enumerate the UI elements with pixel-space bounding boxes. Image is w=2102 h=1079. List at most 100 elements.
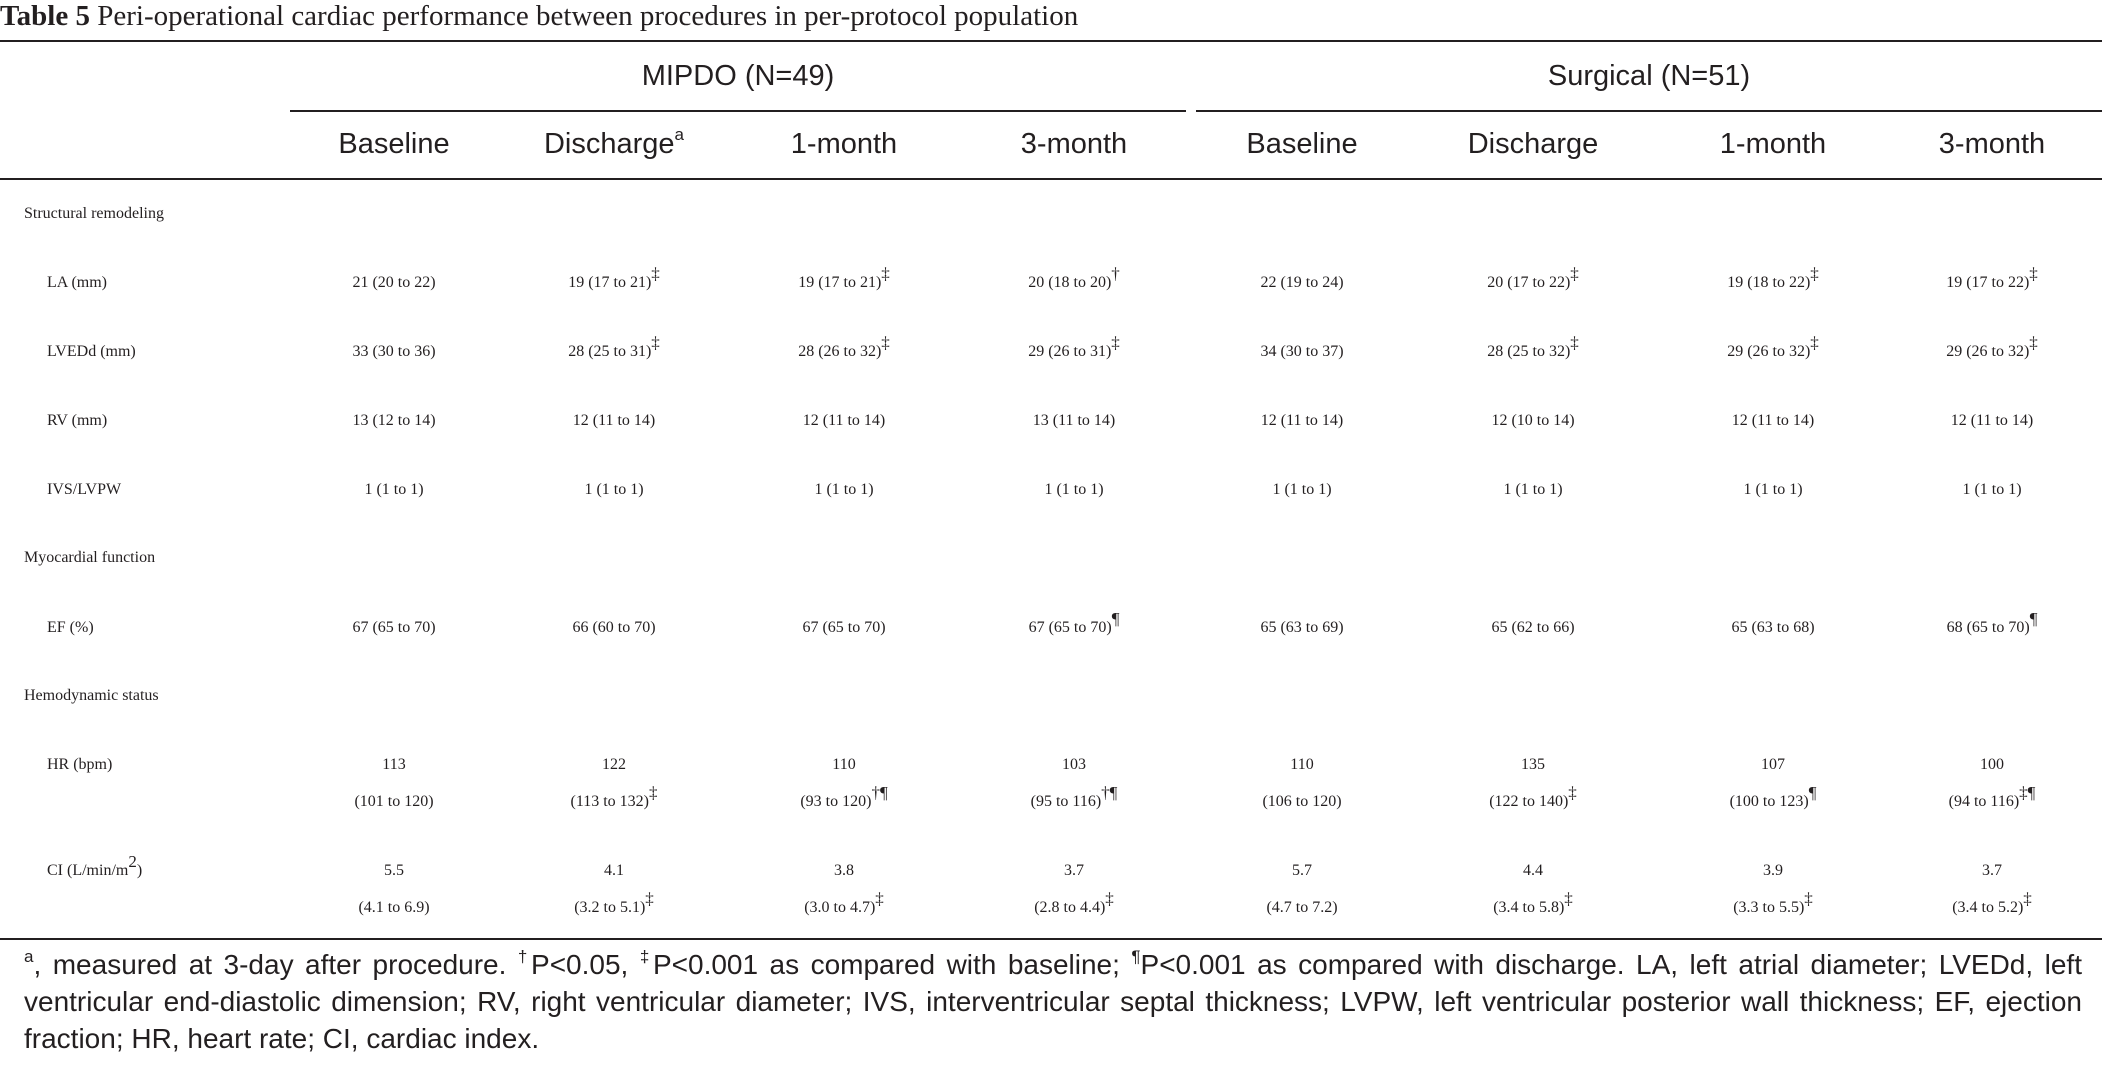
table-footnote: a, measured at 3-day after procedure. †P… [24,946,2082,1057]
column-header-footnote-mark: a [674,125,685,145]
table-title: Table 5 Peri-operational cardiac perform… [0,0,1078,34]
cell-value: 29 (26 to 32) [1727,343,1811,360]
cell-footnote-mark: ‡ [881,332,890,352]
table-cell: 20 (17 to 22)‡ [1420,263,1646,303]
column-header: 1-month [1660,124,1886,164]
column-header: Baseline [281,124,507,164]
column-header-label: Baseline [1246,128,1358,160]
top-rule [0,40,2102,42]
cell-range: (3.0 to 4.7)‡ [731,889,957,926]
table-caption: Peri-operational cardiac performance bet… [97,0,1079,32]
cell-value: 33 (30 to 36) [352,343,436,360]
row-label-text: CI (L/min/m [47,862,129,879]
column-header-label: 1-month [1719,128,1827,160]
cell-footnote-mark: ‡ [881,263,890,283]
table-cell: 3.7 (2.8 to 4.4)‡ [961,852,1187,926]
column-header-label: Discharge [1467,128,1599,160]
table-cell: 65 (63 to 68) [1660,608,1886,648]
cell-footnote-mark: ‡ [645,888,654,908]
cell-value: 12 (11 to 14) [802,412,886,429]
column-header-label: 1-month [790,128,898,160]
cell-footnote-mark: ‡ [651,263,660,283]
cell-range-text: (95 to 116) [1030,793,1102,810]
cell-value: 29 (26 to 32) [1946,343,2030,360]
cell-footnote-mark: ¶ [1808,782,1817,802]
table-cell: 22 (19 to 24) [1189,263,1415,303]
cell-median: 3.8 [834,862,854,879]
cell-median: 122 [602,756,626,773]
table-cell: 66 (60 to 70) [501,608,727,648]
cell-footnote-mark: ‡ [2023,888,2032,908]
row-label-text: LVEDd (mm) [47,343,136,360]
table-cell: 1 (1 to 1) [1660,470,1886,510]
cell-range-text: (3.3 to 5.5) [1733,899,1805,916]
cell-footnote-mark: ‡ [649,782,658,802]
cell-value: 12 (11 to 14) [1950,412,2034,429]
column-header: 1-month [731,124,957,164]
cell-footnote-mark: ‡ [1105,888,1114,908]
row-label: RV (mm) [47,401,107,441]
cell-footnote-mark: † [1111,263,1120,283]
cell-footnote-mark: ‡ [875,888,884,908]
cell-value: 1 (1 to 1) [584,481,644,498]
section-heading: Myocardial function [24,549,156,566]
table-cell: 29 (26 to 32)‡ [1879,332,2102,372]
cell-footnote-mark: †¶ [1101,782,1118,802]
footnote-mark-a: a [24,946,34,966]
cell-median: 107 [1761,756,1785,773]
cell-value: 67 (65 to 70) [802,619,886,636]
column-header: Discharge [1420,124,1646,164]
footnote-text-a: , measured at 3-day after procedure. [33,949,518,980]
table-cell: 1 (1 to 1) [281,470,507,510]
table-cell: 29 (26 to 31)‡ [961,332,1187,372]
table-cell: 3.7 (3.4 to 5.2)‡ [1879,852,2102,926]
column-header: Dischargea [501,124,727,164]
table-cell: 100 (94 to 116)‡¶ [1879,746,2102,820]
cell-footnote-mark: ‡ [1564,888,1573,908]
cell-footnote-mark: ‡ [1570,332,1579,352]
table-cell: 12 (11 to 14) [501,401,727,441]
table-cell: 12 (11 to 14) [1879,401,2102,441]
cell-value: 20 (17 to 22) [1487,274,1571,291]
cell-value: 67 (65 to 70) [352,619,436,636]
table-cell: 4.1 (3.2 to 5.1)‡ [501,852,727,926]
table-cell: 67 (65 to 70)¶ [961,608,1187,648]
cell-range: (3.4 to 5.8)‡ [1420,889,1646,926]
table-cell: 65 (63 to 69) [1189,608,1415,648]
cell-value: 1 (1 to 1) [1272,481,1332,498]
footnote-text-ddagger: P<0.001 as compared with baseline; [652,949,1132,980]
column-header-label: Baseline [338,128,450,160]
table-cell: 33 (30 to 36) [281,332,507,372]
row-label: EF (%) [47,608,94,648]
cell-value: 28 (25 to 32) [1487,343,1571,360]
table-cell: 34 (30 to 37) [1189,332,1415,372]
table-cell: 12 (11 to 14) [1189,401,1415,441]
table-cell: 1 (1 to 1) [1189,470,1415,510]
table-cell: 13 (12 to 14) [281,401,507,441]
cell-median: 4.1 [604,862,624,879]
table-cell: 28 (26 to 32)‡ [731,332,957,372]
cell-range-text: (3.4 to 5.2) [1952,899,2024,916]
table-cell: 67 (65 to 70) [281,608,507,648]
cell-footnote-mark: ‡ [2029,263,2038,283]
cell-range: (100 to 123)¶ [1660,783,1886,820]
cell-value: 12 (10 to 14) [1491,412,1575,429]
cell-footnote-mark: ¶ [1111,608,1120,628]
cell-median: 4.4 [1523,862,1543,879]
cell-range-text: (122 to 140) [1489,793,1569,810]
table-cell: 20 (18 to 20)† [961,263,1187,303]
cell-value: 21 (20 to 22) [352,274,436,291]
cell-value: 12 (11 to 14) [1731,412,1815,429]
row-label-text: LA (mm) [47,274,107,291]
table-cell: 1 (1 to 1) [1420,470,1646,510]
cell-median: 100 [1980,756,2004,773]
cell-range-text: (106 to 120) [1262,793,1342,810]
cell-range: (113 to 132)‡ [501,783,727,820]
table-cell: 65 (62 to 66) [1420,608,1646,648]
bottom-rule [0,938,2102,940]
cell-range-text: (4.1 to 6.9) [358,899,430,916]
cell-range: (3.4 to 5.2)‡ [1879,889,2102,926]
table-cell: 13 (11 to 14) [961,401,1187,441]
cell-footnote-mark: ‡ [651,332,660,352]
table-cell: 103 (95 to 116)†¶ [961,746,1187,820]
